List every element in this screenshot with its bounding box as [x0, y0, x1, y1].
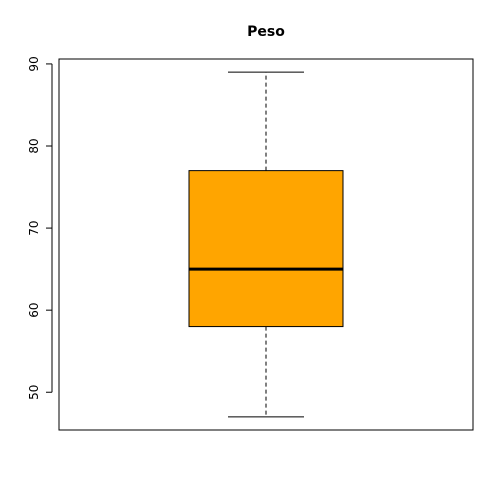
- y-tick-label: 60: [27, 303, 41, 318]
- interquartile-box: [188, 170, 344, 328]
- y-tick-label: 80: [27, 138, 41, 153]
- y-tick-label: 50: [27, 385, 41, 400]
- y-tick-label: 90: [27, 56, 41, 71]
- y-tick-label: 70: [27, 220, 41, 235]
- plot-frame: [58, 58, 474, 431]
- box-plot: [188, 71, 344, 418]
- y-axis: 50 60 70 80 90: [27, 56, 53, 400]
- chart-title: Peso: [247, 24, 285, 40]
